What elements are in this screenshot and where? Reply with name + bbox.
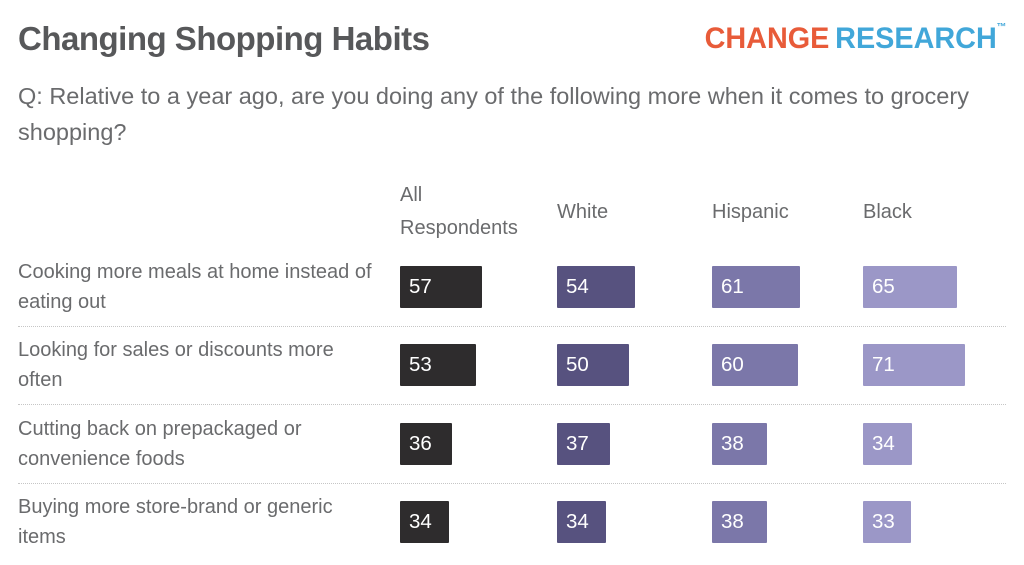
- bar-value: 50: [566, 353, 589, 377]
- table-row: Buying more store-brand or generic items…: [18, 484, 1006, 562]
- table-row: Cutting back on prepackaged or convenien…: [18, 405, 1006, 484]
- bar-white: 37: [557, 422, 610, 465]
- bar-hispanic: 61: [712, 265, 800, 308]
- bar-value: 34: [872, 431, 895, 455]
- bar-cell-hispanic: 60: [712, 344, 863, 387]
- bar-value: 34: [409, 510, 432, 534]
- bar-black: 33: [863, 501, 911, 544]
- bar-value: 33: [872, 510, 895, 534]
- change-research-logo: CHANGE RESEARCH™: [704, 22, 1006, 56]
- page-header: Changing Shopping Habits CHANGE RESEARCH™: [18, 14, 1006, 58]
- bar-black: 34: [863, 422, 912, 465]
- bar-value: 38: [721, 510, 744, 534]
- bar-black: 65: [863, 265, 957, 308]
- bar-hispanic: 38: [712, 501, 767, 544]
- bar-white: 34: [557, 501, 606, 544]
- bar-cell-all-respondents: 53: [400, 344, 557, 387]
- trademark-symbol: ™: [996, 22, 1006, 33]
- bar-black: 71: [863, 344, 965, 387]
- bar-value: 54: [566, 274, 589, 298]
- table-body: Cooking more meals at home instead of ea…: [18, 248, 1006, 561]
- row-label: Looking for sales or discounts more ofte…: [18, 339, 334, 392]
- column-header-row: All Respondents White Hispanic Black: [18, 176, 1006, 248]
- bar-cell-white: 54: [557, 265, 712, 308]
- row-label: Buying more store-brand or generic items: [18, 496, 333, 549]
- bar-hispanic: 38: [712, 422, 767, 465]
- bar-value: 37: [566, 431, 589, 455]
- column-header-hispanic: Hispanic: [712, 200, 789, 223]
- bar-cell-black: 65: [863, 265, 1006, 308]
- results-table: All Respondents White Hispanic Black Cookin…: [18, 176, 1006, 561]
- bar-cell-hispanic: 61: [712, 265, 863, 308]
- column-header-black: Black: [863, 200, 912, 223]
- table-row: Looking for sales or discounts more ofte…: [18, 327, 1006, 405]
- bar-value: 53: [409, 353, 432, 377]
- bar-cell-black: 71: [863, 344, 1006, 387]
- bar-cell-all-respondents: 57: [400, 265, 557, 308]
- bar-cell-white: 34: [557, 501, 712, 544]
- bar-all-respondents: 57: [400, 265, 482, 308]
- bar-cell-white: 37: [557, 422, 712, 465]
- bar-all-respondents: 53: [400, 344, 476, 387]
- bar-white: 54: [557, 265, 635, 308]
- survey-question: Q: Relative to a year ago, are you doing…: [18, 83, 969, 145]
- bar-cell-black: 33: [863, 501, 1006, 544]
- bar-hispanic: 60: [712, 344, 798, 387]
- bar-value: 38: [721, 431, 744, 455]
- logo-word-change: CHANGE: [704, 22, 830, 55]
- bar-cell-black: 34: [863, 422, 1006, 465]
- bar-cell-white: 50: [557, 344, 712, 387]
- bar-cell-hispanic: 38: [712, 422, 863, 465]
- bar-value: 61: [721, 274, 744, 298]
- logo-word-research: RESEARCH: [834, 22, 997, 55]
- bar-white: 50: [557, 344, 629, 387]
- bar-all-respondents: 34: [400, 501, 449, 544]
- table-row: Cooking more meals at home instead of ea…: [18, 248, 1006, 327]
- bar-value: 57: [409, 274, 432, 298]
- bar-cell-all-respondents: 36: [400, 422, 557, 465]
- bar-value: 60: [721, 353, 744, 377]
- bar-value: 71: [872, 353, 895, 377]
- column-header-white: White: [557, 200, 609, 223]
- page-title: Changing Shopping Habits: [18, 20, 430, 57]
- bar-value: 65: [872, 274, 895, 298]
- bar-all-respondents: 36: [400, 422, 452, 465]
- row-label: Cutting back on prepackaged or convenien…: [18, 417, 302, 470]
- bar-cell-hispanic: 38: [712, 501, 863, 544]
- row-label: Cooking more meals at home instead of ea…: [18, 260, 372, 313]
- bar-value: 34: [566, 510, 589, 534]
- column-header-all-respondents: All Respondents: [400, 184, 518, 239]
- bar-value: 36: [409, 431, 432, 455]
- bar-cell-all-respondents: 34: [400, 501, 557, 544]
